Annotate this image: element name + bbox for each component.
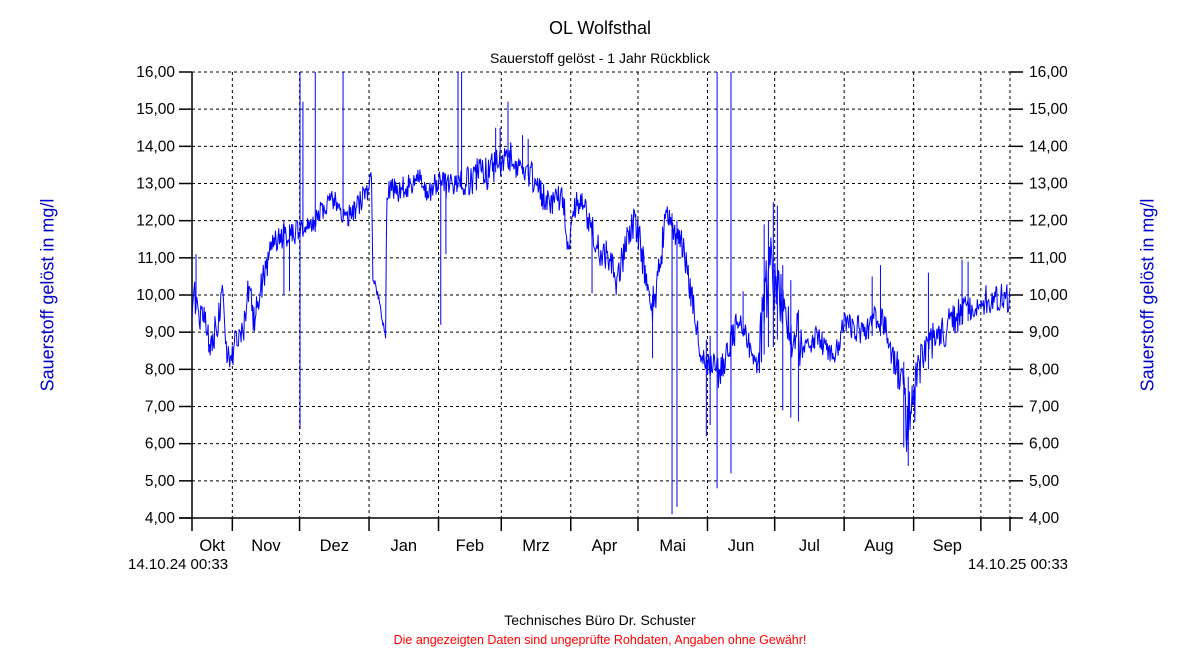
y-tick-label-right: 8,00 [1029,361,1060,378]
y-tick-label-right: 10,00 [1029,287,1068,304]
y-tick-label-right: 13,00 [1029,176,1068,193]
y-tick-label-right: 15,00 [1029,101,1068,118]
month-label: Jul [799,537,820,555]
month-label: Jan [390,537,417,555]
y-tick-label-left: 9,00 [145,324,176,341]
month-label: Dez [320,537,349,555]
footer-company: Technisches Büro Dr. Schuster [504,612,696,628]
y-tick-label-right: 16,00 [1029,64,1068,81]
y-tick-label-right: 12,00 [1029,213,1068,230]
y-tick-label-right: 9,00 [1029,324,1060,341]
oxygen-data-line [192,142,1010,453]
y-tick-label-left: 13,00 [136,176,175,193]
month-label: Sep [933,537,962,555]
y-tick-label-left: 11,00 [137,250,175,267]
y-tick-label-right: 11,00 [1029,250,1067,267]
page-title: OL Wolfsthal [548,18,652,38]
y-tick-label-left: 12,00 [136,213,175,230]
chart-subtitle: Sauerstoff gelöst - 1 Jahr Rückblick [490,50,710,66]
y-tick-label-left: 5,00 [145,473,176,490]
y-tick-label-left: 15,00 [136,101,175,118]
y-tick-label-left: 14,00 [136,138,175,155]
month-label: Jun [728,537,755,555]
month-label: Feb [456,537,484,555]
y-tick-label-left: 10,00 [136,287,175,304]
data-series-group [192,72,1010,515]
month-label: Aug [864,537,893,555]
month-label: Mai [659,537,686,555]
month-label: Mrz [522,537,550,555]
month-label: Okt [199,537,225,555]
y-tick-label-right: 4,00 [1029,510,1060,527]
y-tick-label-right: 7,00 [1029,399,1060,416]
x-axis-start-date: 14.10.24 00:33 [128,556,229,573]
month-label: Nov [251,537,281,555]
y-tick-label-left: 6,00 [145,436,176,453]
y-tick-label-left: 7,00 [145,399,176,416]
y-tick-label-right: 14,00 [1029,138,1068,155]
y-tick-label-right: 6,00 [1029,436,1060,453]
footer-warning: Die angezeigten Daten sind ungeprüfte Ro… [393,633,807,647]
y-tick-label-right: 5,00 [1029,473,1060,490]
x-axis-end-date: 14.10.25 00:33 [967,556,1068,573]
month-label: Apr [592,537,618,555]
y-tick-label-left: 16,00 [136,64,175,81]
y-tick-label-left: 8,00 [145,361,176,378]
y-tick-label-left: 4,00 [145,510,176,527]
